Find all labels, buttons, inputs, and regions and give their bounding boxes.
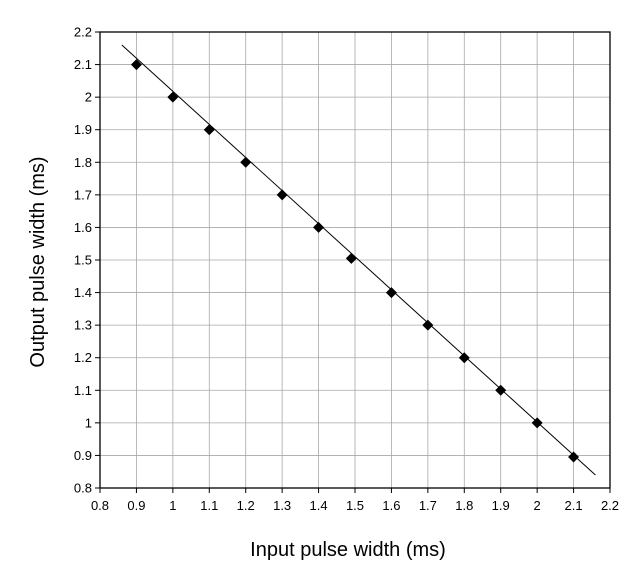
y-tick-label: 1.3: [74, 318, 92, 333]
y-tick-label: 1.1: [74, 383, 92, 398]
x-tick-label: 1: [169, 498, 176, 513]
data-point-diamond: [495, 384, 507, 396]
x-tick-label: 0.9: [127, 498, 145, 513]
x-tick-label: 1.9: [492, 498, 510, 513]
data-point-diamond: [568, 451, 580, 463]
data-point-diamond: [276, 189, 288, 201]
x-tick-label: 1.8: [455, 498, 473, 513]
y-tick-label: 1.4: [74, 285, 92, 300]
data-point-diamond: [167, 91, 179, 103]
y-tick-label: 1.6: [74, 220, 92, 235]
y-tick-labels: 0.8 0.9 1 1.1 1.2 1.3 1.4 1.5 1.6 1.7 1.8 1.9 2 2.1 2.…: [74, 25, 100, 496]
fit-line: [121, 44, 596, 476]
data-point-diamond: [531, 417, 543, 429]
y-tick-label: 1.7: [74, 187, 92, 202]
data-points: [130, 59, 580, 463]
y-axis-title: Output pulse width (ms): [27, 156, 49, 367]
data-point-diamond: [422, 319, 434, 331]
y-tick-label: 1: [85, 415, 92, 430]
x-tick-label: 0.8: [91, 498, 109, 513]
data-point-diamond: [313, 221, 325, 233]
x-tick-label: 1.2: [237, 498, 255, 513]
x-tick-label: 1.5: [346, 498, 364, 513]
y-tick-label: 0.8: [74, 481, 92, 496]
data-point-diamond: [345, 252, 357, 264]
x-axis-title: Input pulse width (ms): [250, 539, 446, 561]
y-tick-label: 1.2: [74, 350, 92, 365]
data-point-diamond: [130, 59, 142, 71]
x-tick-label: 1.4: [310, 498, 328, 513]
y-tick-label: 1.5: [74, 253, 92, 268]
data-point-diamond: [203, 124, 215, 136]
y-tick-label: 1.8: [74, 155, 92, 170]
x-tick-label: 2: [534, 498, 541, 513]
data-point-diamond: [240, 156, 252, 168]
x-tick-label: 1.1: [200, 498, 218, 513]
y-tick-label: 2.2: [74, 25, 92, 40]
data-point-diamond: [385, 287, 397, 299]
y-tick-label: 2: [85, 90, 92, 105]
x-tick-label: 1.7: [419, 498, 437, 513]
y-tick-label: 1.9: [74, 122, 92, 137]
fit-line-group: [121, 44, 596, 476]
x-tick-label: 1.3: [273, 498, 291, 513]
y-tick-label: 0.9: [74, 448, 92, 463]
x-tick-label: 2.1: [565, 498, 583, 513]
x-tick-label: 2.2: [601, 498, 619, 513]
x-tick-labels: 0.8 0.9 1 1.1 1.2 1.3 1.4 1.5 1.6 1.7 1.8 1.9 2 2.1 2.…: [91, 488, 619, 513]
data-point-diamond: [458, 352, 470, 364]
y-tick-label: 2.1: [74, 57, 92, 72]
x-tick-label: 1.6: [382, 498, 400, 513]
